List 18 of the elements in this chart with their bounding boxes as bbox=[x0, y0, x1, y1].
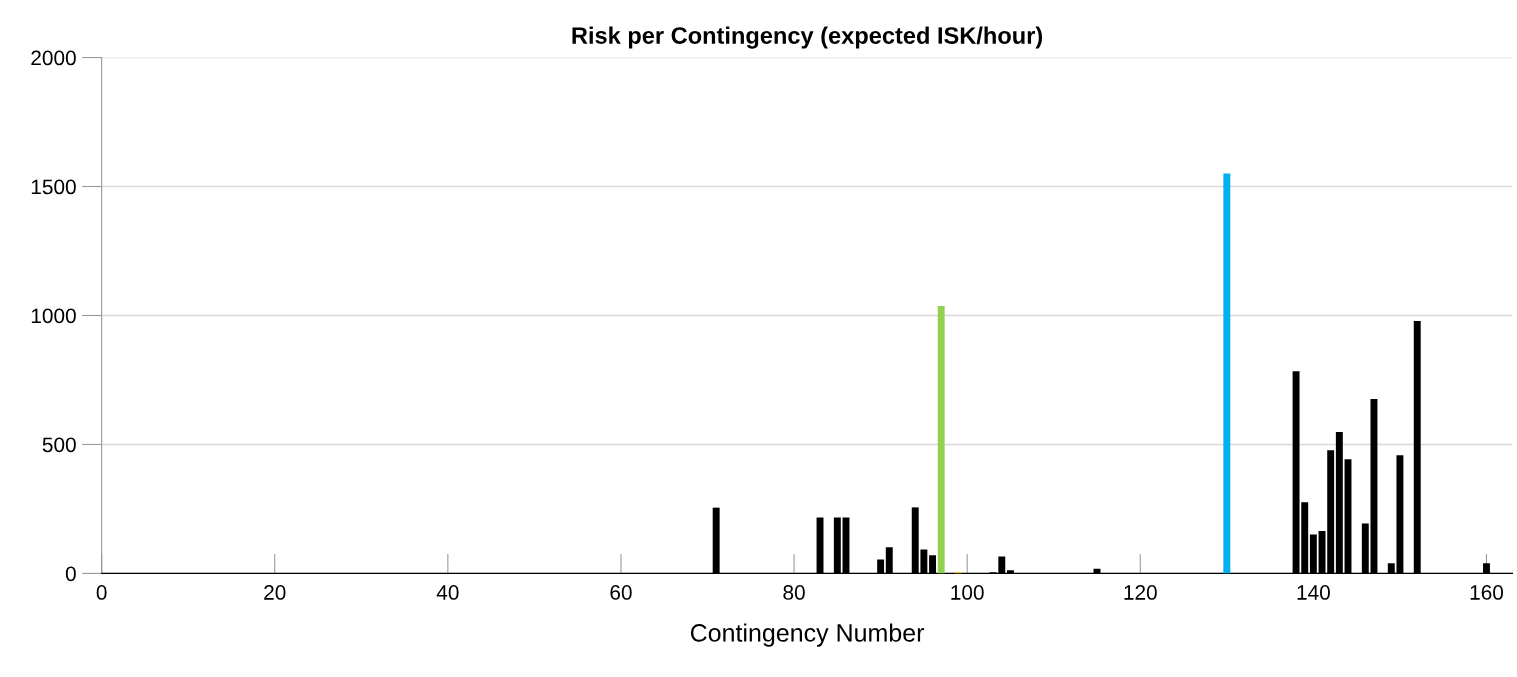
y-tick-label: 1500 bbox=[31, 179, 76, 195]
x-tick-label: 60 bbox=[610, 585, 632, 600]
y-tick-label: 0 bbox=[65, 566, 76, 582]
y-tick-label: 1000 bbox=[31, 308, 76, 324]
bar bbox=[1223, 173, 1231, 574]
x-tick-label: 160 bbox=[1470, 585, 1504, 600]
chart-title: Risk per Contingency (expected ISK/hour) bbox=[572, 26, 1043, 49]
x-tick-label: 100 bbox=[951, 585, 984, 600]
x-axis-title: Contingency Number bbox=[690, 623, 925, 647]
y-tick-label: 2000 bbox=[31, 50, 76, 66]
x-tick-label: 120 bbox=[1124, 585, 1157, 600]
x-tick-label: 0 bbox=[96, 585, 107, 600]
x-tick-label: 140 bbox=[1297, 585, 1330, 600]
x-tick-label: 20 bbox=[264, 585, 286, 600]
y-tick-label: 500 bbox=[42, 437, 76, 453]
x-tick-label: 80 bbox=[783, 585, 805, 600]
x-tick-label: 40 bbox=[436, 585, 459, 600]
bar bbox=[937, 305, 945, 574]
